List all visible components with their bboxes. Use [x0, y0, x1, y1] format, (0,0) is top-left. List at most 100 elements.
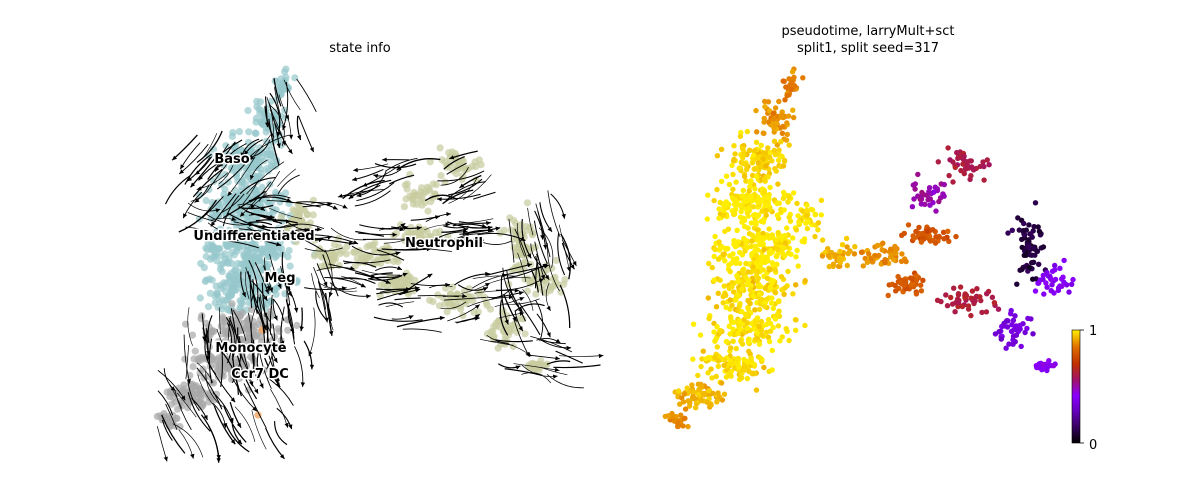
pseudotime-point: [1010, 317, 1017, 323]
streamline-arrow: [241, 292, 246, 297]
pseudotime-point: [718, 146, 725, 152]
pseudotime-point: [730, 326, 736, 332]
pseudotime-point: [776, 147, 782, 153]
cell-point: [468, 293, 476, 301]
pseudotime-point: [727, 331, 733, 337]
pseudotime-point: [750, 264, 756, 270]
streamline-arrow: [284, 114, 289, 120]
streamline: [530, 335, 573, 353]
pseudotime-panel: pseudotime, larryMult+sct split1, split …: [662, 24, 1097, 453]
cell-point: [188, 331, 197, 339]
pseudotime-point: [783, 326, 789, 332]
pseudotime-point: [784, 92, 790, 99]
cell-point: [387, 284, 395, 293]
streamline: [285, 274, 288, 304]
pseudotime-point: [733, 200, 739, 206]
pseudotime-point: [679, 395, 685, 401]
pseudotime-point: [782, 97, 788, 103]
pseudotime-point: [1023, 252, 1029, 258]
pseudotime-point: [747, 184, 753, 190]
pseudotime-point: [739, 286, 745, 292]
streamline-arrow: [518, 307, 523, 312]
pseudotime-point: [741, 217, 748, 224]
cell-point: [228, 300, 236, 308]
pseudotime-point: [743, 237, 749, 244]
streamline: [258, 170, 281, 202]
pseudotime-point: [715, 256, 722, 262]
cell-point: [457, 305, 465, 313]
cluster-label: Monocyte: [215, 341, 286, 356]
cell-point: [181, 355, 189, 363]
pseudotime-point: [751, 361, 757, 368]
streamline-arrow: [552, 374, 558, 379]
pseudotime-point: [1044, 284, 1050, 290]
pseudotime-point: [715, 358, 722, 364]
streamline-arrow: [348, 240, 354, 246]
streamline-arrow: [540, 274, 546, 280]
streamline: [236, 327, 243, 354]
streamline: [234, 406, 256, 442]
pseudotime-point: [725, 245, 731, 252]
pseudotime-point: [1029, 260, 1035, 266]
streamline-arrow: [277, 283, 282, 289]
pseudotime-point: [739, 193, 746, 199]
streamline: [440, 301, 467, 310]
pseudotime-point: [737, 301, 743, 307]
pseudotime-points: [662, 66, 1076, 430]
streamline: [315, 290, 327, 320]
pseudotime-point: [936, 198, 942, 205]
cell-point: [173, 414, 181, 422]
pseudotime-point: [777, 338, 783, 344]
streamline: [338, 277, 376, 284]
pseudotime-point: [729, 280, 735, 286]
streamline-arrow: [373, 174, 379, 179]
pseudotime-point: [888, 252, 894, 259]
streamline: [223, 236, 255, 241]
streamline-arrow: [231, 216, 237, 221]
streamline: [169, 384, 183, 409]
pseudotime-point: [700, 348, 706, 354]
pseudotime-point: [764, 275, 771, 281]
cell-point: [211, 299, 219, 307]
pseudotime-point: [752, 211, 758, 218]
pseudotime-point: [970, 167, 977, 173]
cell-point: [316, 252, 325, 260]
pseudotime-point: [916, 224, 922, 231]
streamline-arrow: [288, 134, 294, 140]
streamline: [185, 226, 217, 235]
pseudotime-point: [1030, 331, 1036, 337]
pseudotime-point: [770, 324, 776, 331]
cell-point: [472, 163, 480, 171]
streamline: [251, 410, 267, 450]
pseudotime-point: [1036, 228, 1043, 235]
cell-point: [437, 172, 445, 180]
cell-point: [427, 198, 435, 206]
streamline: [256, 309, 266, 334]
pseudotime-point: [843, 235, 850, 242]
pseudotime-point: [912, 186, 918, 192]
pseudotime-point: [779, 130, 786, 136]
pseudotime-point: [774, 120, 780, 126]
streamline-arrow: [216, 455, 221, 460]
pseudotime-point: [770, 110, 777, 116]
pseudotime-point: [1059, 276, 1065, 282]
streamline-arrow: [482, 287, 488, 292]
cell-point: [509, 342, 517, 350]
pseudotime-point: [726, 323, 732, 329]
pseudotime-point: [756, 241, 763, 248]
pseudotime-point: [913, 277, 920, 283]
pseudotime-point: [730, 256, 737, 262]
pseudotime-point: [911, 235, 918, 241]
pseudotime-point: [782, 232, 788, 239]
pseudotime-point: [730, 319, 737, 325]
pseudotime-point: [952, 164, 958, 171]
pseudotime-point: [1005, 230, 1011, 236]
pseudotime-point: [791, 74, 797, 81]
streamline: [285, 299, 295, 339]
streamline: [506, 270, 520, 307]
pseudotime-point: [801, 239, 807, 245]
pseudotime-point: [703, 356, 709, 362]
pseudotime-point: [918, 288, 925, 294]
streamline-arrow: [546, 305, 551, 311]
